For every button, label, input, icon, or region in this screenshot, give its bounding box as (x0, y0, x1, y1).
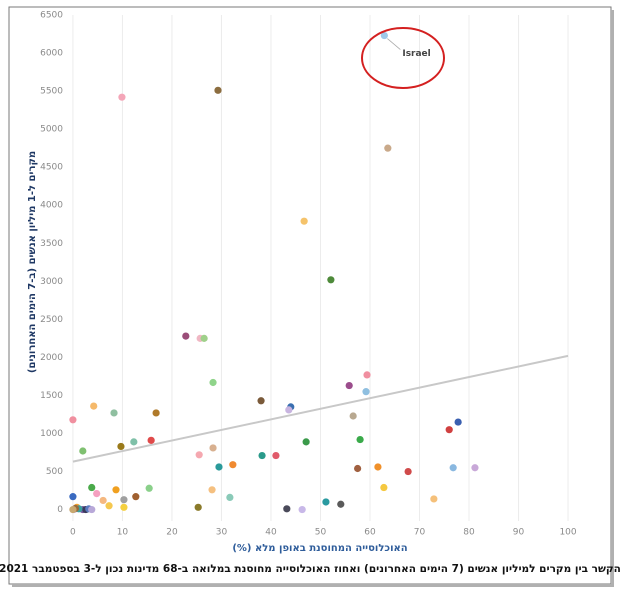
data-point (215, 463, 223, 471)
data-point (354, 464, 362, 473)
x-tick-label: 30 (216, 528, 228, 538)
x-axis-title: האוכלוסייה המחוסנת באופן מלא (%) (232, 543, 407, 554)
frame-shadow (12, 584, 614, 587)
data-point (363, 371, 371, 379)
data-point (404, 467, 412, 476)
data-point (209, 444, 217, 452)
y-tick-label: 1500 (40, 391, 63, 401)
data-point (69, 493, 77, 501)
y-tick-label: 3500 (40, 239, 63, 249)
plot: 0 10 20 30 40 50 60 70 80 90 100050010001500200025… (40, 11, 577, 538)
data-point (430, 495, 438, 503)
y-tick-label: 4500 (40, 163, 63, 173)
data-point (345, 381, 353, 390)
data-point (229, 461, 237, 469)
data-point (182, 332, 190, 340)
y-tick-label: 500 (46, 467, 63, 477)
y-tick-label: 3000 (40, 277, 63, 287)
data-point (445, 426, 453, 434)
frame (8, 6, 612, 585)
data-point (112, 486, 120, 494)
caption: הקשר בין מקרים למיליון אנשים (7 הימים הא… (0, 563, 620, 575)
x-tick-label: 20 (166, 528, 178, 538)
data-point (283, 505, 291, 513)
data-point (93, 490, 101, 498)
x-tick-label: 90 (513, 528, 525, 538)
trend-line (72, 354, 569, 463)
data-point (69, 416, 77, 424)
data-point (362, 388, 370, 396)
data-point (454, 418, 462, 426)
data-point (226, 493, 234, 502)
data-point (120, 496, 128, 504)
y-tick-label: 5000 (40, 125, 63, 135)
y-tick-label: 0 (57, 505, 63, 515)
data-point (285, 406, 293, 414)
x-tick-label: 40 (265, 528, 277, 538)
data-point (327, 276, 335, 284)
data-point (374, 463, 382, 471)
data-point (88, 483, 96, 492)
annotation-label: Israel (402, 49, 430, 59)
data-point (194, 503, 202, 511)
data-point (69, 505, 77, 514)
data-point (298, 505, 306, 514)
data-point (257, 397, 265, 405)
y-tick-label: 6500 (40, 11, 63, 21)
y-axis-title: מקרים ל-1 מיליון אנשים (ב-7 הימים האחרונ… (27, 151, 38, 373)
y-tick-label: 5500 (40, 87, 63, 97)
x-tick-label: 10 (117, 528, 129, 538)
y-tick-label: 6000 (40, 49, 63, 59)
data-point (258, 451, 266, 460)
data-point (79, 447, 87, 455)
x-tick-label: 70 (414, 528, 426, 538)
x-tick-label: 80 (463, 528, 475, 538)
data-point (214, 86, 222, 94)
data-point (449, 464, 457, 472)
data-point (99, 496, 107, 505)
data-point (90, 402, 98, 410)
x-tick-label: 50 (315, 528, 327, 538)
x-tick-label: 0 (70, 528, 76, 538)
y-tick-label: 1000 (40, 429, 63, 439)
data-point (272, 451, 280, 460)
data-point (195, 451, 203, 459)
data-point (349, 412, 357, 420)
data-point (152, 409, 160, 417)
data-point (105, 502, 113, 510)
data-point (110, 409, 118, 417)
data-point (120, 503, 128, 511)
data-point (117, 442, 125, 451)
annotation-leader (387, 38, 401, 50)
data-point (209, 378, 217, 387)
data-point (384, 144, 392, 152)
data-point (471, 464, 479, 472)
data-point (380, 31, 388, 40)
x-tick-label: 60 (364, 528, 376, 538)
data-point (300, 217, 308, 225)
data-point (322, 498, 330, 506)
highlight-ellipse (361, 27, 445, 89)
y-tick-label: 4000 (40, 201, 63, 211)
x-tick-label: 100 (559, 528, 576, 538)
data-point (380, 483, 388, 492)
data-point (88, 505, 96, 514)
data-point (118, 93, 126, 101)
data-point (132, 493, 140, 501)
data-point (337, 500, 345, 508)
y-tick-label: 2500 (40, 315, 63, 325)
data-point (147, 436, 155, 444)
data-point (208, 486, 216, 494)
data-point (302, 438, 310, 446)
data-point (130, 438, 138, 446)
data-point (145, 484, 153, 492)
data-point (200, 334, 208, 342)
y-tick-label: 2000 (40, 353, 63, 363)
frame-shadow (611, 10, 614, 587)
data-point (356, 435, 364, 444)
